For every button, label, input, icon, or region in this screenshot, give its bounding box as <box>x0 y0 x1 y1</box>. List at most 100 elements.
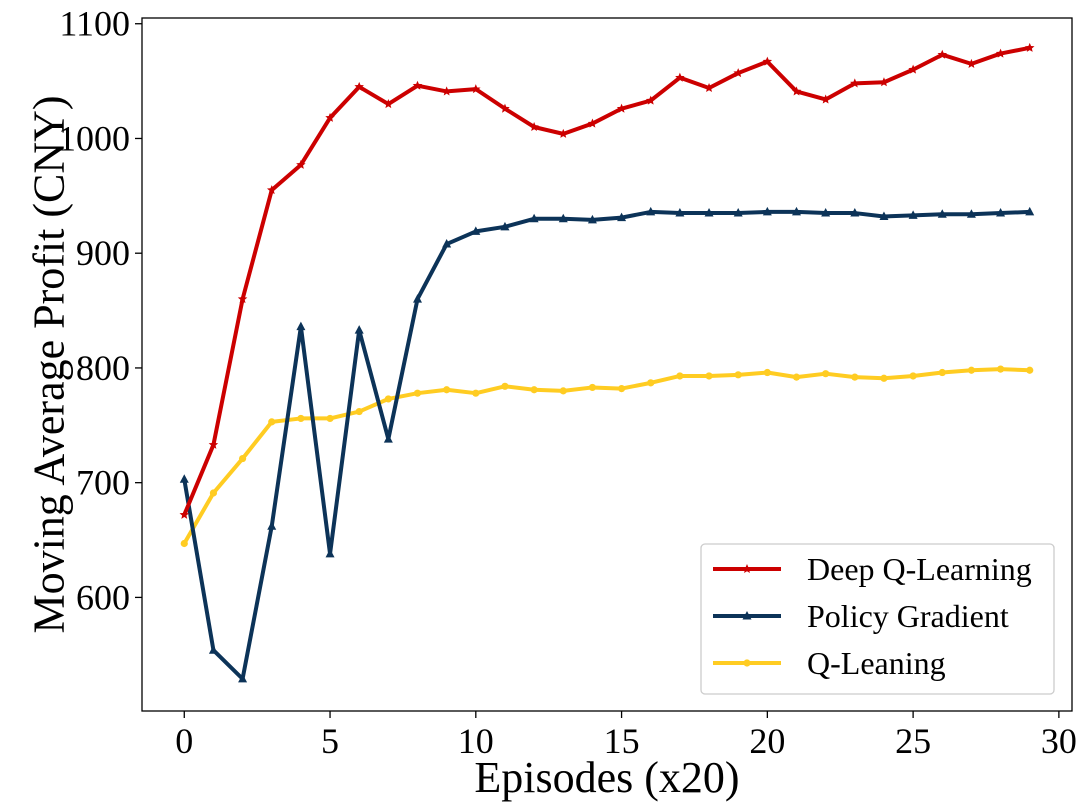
data-point-deep-q-learning <box>966 58 977 68</box>
data-point-deep-q-learning <box>908 64 918 74</box>
series-line-deep-q-learning <box>182 45 1032 517</box>
data-point-deep-q-learning <box>937 49 948 59</box>
data-point-q-leaning <box>297 414 305 423</box>
data-point-policy-gradient <box>354 325 364 334</box>
data-point-deep-q-learning <box>733 68 743 78</box>
data-point-policy-gradient <box>558 213 568 223</box>
x-axis-label: Episodes (x20) <box>474 753 739 802</box>
data-point-policy-gradient <box>587 214 597 224</box>
y-tick-label: 900 <box>76 233 130 273</box>
data-point-deep-q-learning <box>791 86 802 96</box>
data-point-policy-gradient <box>413 294 423 303</box>
data-point-deep-q-learning <box>412 80 423 90</box>
data-point-deep-q-learning <box>616 103 627 113</box>
data-point-policy-gradient <box>704 208 714 217</box>
series-q-leaning <box>180 365 1034 548</box>
series-line-q-leaning <box>182 367 1032 546</box>
y-tick-label: 1100 <box>59 4 130 44</box>
data-point-deep-q-learning <box>179 509 190 519</box>
axis-ticks: 0 5 10 15 20 25 30 600 700 800 900 1000 1100 <box>58 4 1077 761</box>
data-point-q-leaning <box>501 382 509 390</box>
legend-label-deep-q-learning: Deep Q-Learning <box>807 551 1032 587</box>
legend-box <box>700 543 1055 695</box>
x-tick-label: 5 <box>321 721 339 761</box>
data-point-q-leaning <box>1026 366 1034 374</box>
data-point-deep-q-learning <box>266 185 277 195</box>
data-point-deep-q-learning <box>529 122 539 132</box>
series-policy-gradient <box>179 206 1035 683</box>
data-point-q-leaning <box>647 379 655 387</box>
data-point-deep-q-learning <box>208 439 219 449</box>
data-point-deep-q-learning <box>762 56 773 66</box>
data-point-q-leaning <box>909 372 917 380</box>
legend-label-policy-gradient: Policy Gradient <box>807 598 1009 634</box>
plot-marks <box>179 42 1035 683</box>
data-point-q-leaning <box>676 372 684 380</box>
data-point-policy-gradient <box>850 208 860 217</box>
data-point-deep-q-learning <box>704 82 714 93</box>
legend: Deep Q-Learning Policy Gradient Q-Leaning <box>700 543 1055 695</box>
data-point-policy-gradient <box>1025 206 1035 216</box>
data-point-deep-q-learning <box>441 86 452 96</box>
data-point-q-leaning <box>938 368 946 377</box>
data-point-q-leaning <box>763 368 771 377</box>
x-tick-label: 10 <box>458 721 494 761</box>
data-point-deep-q-learning <box>354 81 364 91</box>
data-point-q-leaning <box>588 383 597 392</box>
legend-label-q-leaning: Q-Leaning <box>807 645 946 681</box>
data-point-deep-q-learning <box>383 99 394 109</box>
data-point-policy-gradient <box>208 645 218 654</box>
data-point-q-leaning <box>268 418 276 426</box>
data-point-policy-gradient <box>821 208 831 217</box>
data-point-policy-gradient <box>179 474 189 483</box>
data-point-deep-q-learning <box>237 294 248 304</box>
data-point-q-leaning <box>617 384 626 393</box>
data-point-policy-gradient <box>879 211 889 220</box>
legend-marker-q-leaning <box>743 659 751 667</box>
data-point-q-leaning <box>734 371 742 379</box>
data-point-policy-gradient <box>675 208 685 217</box>
data-point-q-leaning <box>238 454 247 463</box>
data-point-deep-q-learning <box>296 159 306 169</box>
data-point-q-leaning <box>822 370 830 378</box>
data-point-q-leaning <box>355 407 363 416</box>
data-point-q-leaning <box>851 373 859 381</box>
data-point-policy-gradient <box>500 221 510 231</box>
data-point-deep-q-learning <box>1024 42 1035 52</box>
data-point-q-leaning <box>326 414 334 423</box>
data-point-q-leaning <box>443 386 451 394</box>
data-point-q-leaning <box>559 387 567 395</box>
data-point-q-leaning <box>705 372 713 380</box>
plot-frame <box>141 17 1073 712</box>
series-deep-q-learning <box>179 42 1035 519</box>
data-point-policy-gradient <box>238 673 248 683</box>
data-point-q-leaning <box>792 373 801 381</box>
legend-marker-deep-q-learning <box>742 564 752 574</box>
data-point-q-leaning <box>180 539 188 548</box>
data-point-policy-gradient <box>383 434 393 443</box>
data-point-deep-q-learning <box>879 77 889 87</box>
data-point-q-leaning <box>880 374 888 382</box>
data-point-deep-q-learning <box>995 48 1006 58</box>
data-point-policy-gradient <box>296 321 306 331</box>
data-point-policy-gradient <box>442 239 452 248</box>
legend-marker-policy-gradient <box>742 611 752 620</box>
series-line-policy-gradient <box>182 209 1032 681</box>
data-point-policy-gradient <box>762 206 772 216</box>
data-point-deep-q-learning <box>645 95 656 105</box>
data-point-deep-q-learning <box>325 112 335 122</box>
data-point-policy-gradient <box>325 548 335 558</box>
data-point-policy-gradient <box>996 208 1006 217</box>
data-point-deep-q-learning <box>558 128 569 138</box>
x-tick-label: 25 <box>895 721 931 761</box>
data-point-deep-q-learning <box>675 72 685 82</box>
data-point-policy-gradient <box>646 206 656 216</box>
data-point-policy-gradient <box>267 521 277 530</box>
data-point-policy-gradient <box>471 226 481 235</box>
x-tick-label: 15 <box>604 721 640 761</box>
y-tick-label: 700 <box>76 463 130 503</box>
y-tick-label: 600 <box>76 577 130 617</box>
data-point-policy-gradient <box>908 210 918 219</box>
data-point-q-leaning <box>472 389 480 397</box>
